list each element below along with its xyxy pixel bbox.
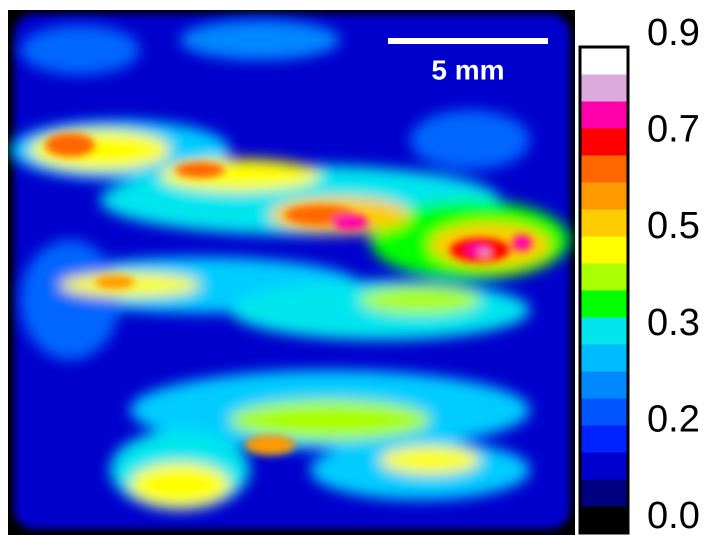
- colorbar-swatch: [580, 398, 628, 426]
- colorbar-swatch: [580, 317, 628, 345]
- colorbar-tick-label: 0.3: [647, 302, 700, 344]
- colorbar-swatch: [580, 236, 628, 264]
- colorbar-frame: [578, 45, 630, 535]
- colorbar-swatch: [580, 290, 628, 318]
- colorbar-swatch: [580, 128, 628, 156]
- colorbar-tick-label: 0.5: [647, 205, 700, 247]
- colorbar-swatch: [580, 452, 628, 480]
- colorbar-swatch: [580, 74, 628, 102]
- colorbar-swatch: [580, 425, 628, 453]
- colorbar-swatch: [580, 209, 628, 237]
- colorbar-swatch: [580, 47, 628, 75]
- colorbar-tick-label: 0.9: [647, 12, 700, 54]
- colorbar-tick-label: 0.2: [647, 398, 700, 440]
- colorbar-swatch: [580, 182, 628, 210]
- colorbar-swatch: [580, 155, 628, 183]
- colorbar-swatch: [580, 101, 628, 129]
- colorbar-swatch: [580, 344, 628, 372]
- colorbar-swatch: [580, 479, 628, 507]
- colorbar: [580, 47, 628, 534]
- colorbar-swatch: [580, 506, 628, 534]
- colorbar-swatch: [580, 371, 628, 399]
- colorbar-tick-label: 0.7: [647, 109, 700, 151]
- heatmap-image: [8, 10, 575, 535]
- colorbar-swatch: [580, 263, 628, 291]
- colorbar-tick-label: 0.0: [647, 495, 700, 535]
- scale-bar-label: 5 mm: [431, 54, 504, 85]
